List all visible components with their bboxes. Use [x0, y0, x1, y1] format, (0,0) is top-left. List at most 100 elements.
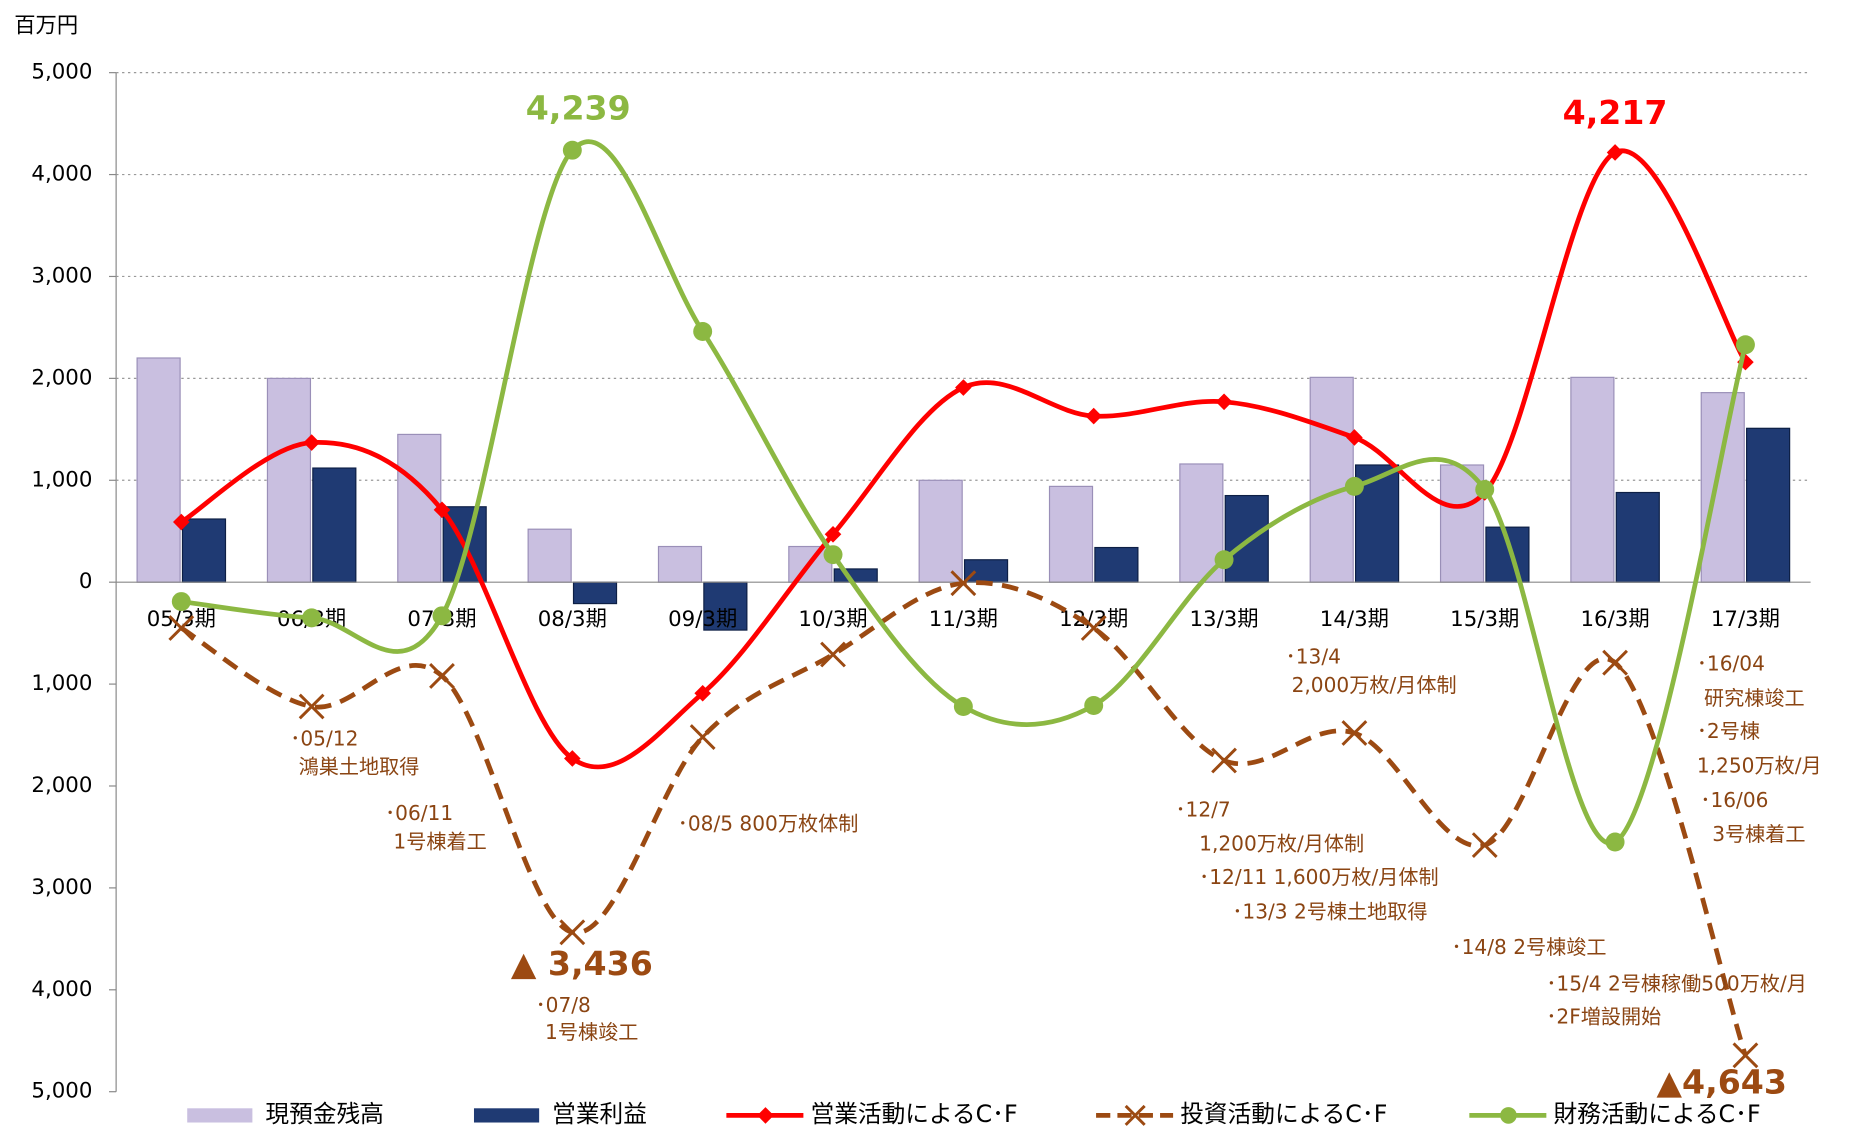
annotation: ･07/8 — [536, 993, 591, 1017]
marker — [1605, 832, 1625, 852]
marker — [1475, 479, 1495, 499]
annotation: ･16/06 — [1700, 788, 1768, 812]
marker — [1214, 550, 1234, 570]
y-tick-label: 5,000 — [31, 1079, 92, 1104]
marker — [1211, 747, 1237, 774]
marker — [1471, 832, 1498, 858]
x-tick-label: 08/3期 — [538, 607, 607, 632]
marker — [689, 724, 716, 750]
marker — [1341, 720, 1368, 746]
bar — [1048, 485, 1094, 583]
annotation: 鴻巣土地取得 — [299, 755, 420, 779]
marker — [950, 570, 977, 597]
marker — [432, 606, 452, 626]
annotation: ･08/5 800万枚体制 — [678, 812, 859, 836]
x-tick-label: 17/3期 — [1711, 607, 1780, 632]
legend-marker — [1500, 1107, 1517, 1124]
bar — [918, 479, 963, 583]
annotation: ･2F増設開始 — [1546, 1005, 1661, 1029]
y-tick-label: 2,000 — [31, 773, 92, 798]
marker — [1344, 476, 1364, 496]
marker — [1346, 429, 1363, 446]
y-tick-label: 3,000 — [31, 875, 92, 900]
legend-label: 現預金残高 — [265, 1100, 383, 1128]
y-tick-label: 2,000 — [31, 365, 92, 390]
marker — [171, 592, 191, 612]
y-tick-label: 4,000 — [31, 162, 92, 187]
marker — [820, 641, 846, 668]
legend-label: 営業活動によるC･F — [811, 1100, 1018, 1128]
bar — [963, 559, 1009, 583]
y-tick-label: 4,000 — [31, 977, 92, 1002]
y-tick-label: 0 — [79, 569, 93, 594]
marker — [168, 615, 195, 641]
marker — [298, 693, 325, 720]
bar — [1439, 464, 1485, 583]
bar — [1354, 464, 1400, 583]
marker — [694, 684, 711, 702]
x-tick-label: 09/3期 — [668, 607, 737, 632]
x-tick-label: 11/3期 — [929, 607, 998, 632]
legend-marker — [1124, 1104, 1146, 1126]
marker — [1080, 615, 1107, 641]
marker — [302, 608, 322, 628]
annotation: ･05/12 — [290, 726, 358, 750]
legend-swatch — [473, 1108, 540, 1123]
annotation: 1号棟竣工 — [545, 1020, 638, 1044]
marker — [955, 379, 972, 396]
marker — [1606, 144, 1624, 161]
bar — [1309, 376, 1354, 583]
annotation: 3号棟着工 — [1712, 822, 1805, 846]
marker — [564, 750, 581, 767]
annotation: ･06/11 — [385, 801, 453, 825]
annotation: 1号棟着工 — [393, 829, 486, 853]
y-tick-label: 1,000 — [31, 671, 92, 696]
marker — [1732, 1042, 1759, 1069]
bar — [397, 433, 442, 583]
annotation: ･15/4 2号棟稼働500万枚/月 — [1546, 972, 1807, 996]
bar — [1700, 392, 1745, 583]
marker — [1085, 407, 1103, 425]
marker — [823, 545, 843, 565]
bar — [181, 518, 227, 583]
bar — [1179, 463, 1224, 583]
bar — [312, 467, 357, 583]
data-label: 4,217 — [1563, 93, 1668, 132]
marker — [1735, 335, 1755, 355]
annotation: ･16/04 — [1697, 652, 1765, 676]
legend-label: 投資活動によるC･F — [1180, 1100, 1387, 1128]
marker — [1215, 393, 1233, 411]
bar — [527, 528, 572, 583]
x-tick-label: 16/3期 — [1580, 607, 1649, 632]
annotation: 1,200万枚/月体制 — [1199, 832, 1364, 856]
x-tick-label: 10/3期 — [798, 607, 867, 632]
marker — [173, 513, 190, 531]
y-tick-label: 5,000 — [31, 60, 92, 85]
legend-label: 財務活動によるC･F — [1553, 1100, 1760, 1128]
bar — [1224, 494, 1269, 583]
bar — [1094, 546, 1139, 583]
annotation: ･13/3 2号棟土地取得 — [1232, 899, 1427, 923]
annotation: ･12/7 — [1175, 797, 1230, 821]
bar — [1615, 491, 1660, 583]
x-tick-label: 13/3期 — [1189, 607, 1258, 632]
bar — [833, 568, 878, 583]
bar — [1570, 376, 1615, 583]
marker — [824, 525, 842, 543]
bar — [657, 545, 703, 583]
marker — [693, 322, 713, 341]
bar — [1746, 427, 1791, 583]
data-label: ▲4,643 — [1657, 1062, 1787, 1101]
annotation: ･12/11 1,600万枚/月体制 — [1199, 865, 1438, 889]
annotation: 1,250万枚/月 — [1697, 754, 1822, 778]
annotation: ･14/8 2号棟竣工 — [1452, 935, 1607, 959]
x-tick-label: 14/3期 — [1320, 607, 1389, 632]
annotation: 研究棟竣工 — [1704, 686, 1805, 710]
marker — [562, 140, 582, 160]
bar — [266, 377, 312, 583]
annotation: ･13/4 — [1286, 645, 1341, 669]
y-tick-label: 3,000 — [31, 263, 92, 288]
y-tick-label: 1,000 — [31, 467, 92, 492]
legend-label: 営業利益 — [552, 1100, 647, 1128]
